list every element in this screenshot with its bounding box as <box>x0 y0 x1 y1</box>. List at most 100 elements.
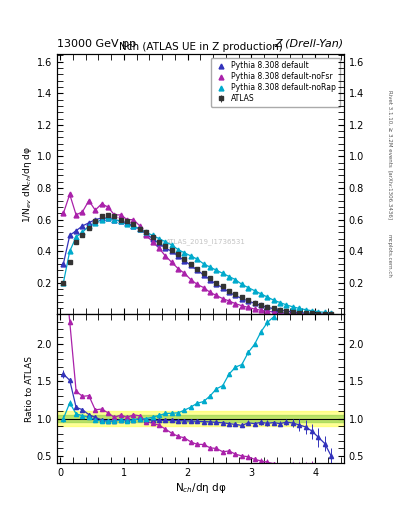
Pythia 8.308 default <box>163 245 168 251</box>
Pythia 8.308 default <box>93 217 97 223</box>
Text: ATLAS_2019_I1736531: ATLAS_2019_I1736531 <box>166 238 246 245</box>
Pythia 8.308 default-noFsr <box>106 204 110 210</box>
Pythia 8.308 default <box>329 311 334 317</box>
Pythia 8.308 default-noRap <box>99 217 104 223</box>
Pythia 8.308 default-noRap <box>150 232 155 239</box>
Pythia 8.308 default <box>310 311 314 317</box>
Pythia 8.308 default-noRap <box>246 285 251 291</box>
Pythia 8.308 default-noFsr <box>195 281 200 287</box>
Pythia 8.308 default <box>259 303 263 309</box>
Pythia 8.308 default-noFsr <box>86 198 91 204</box>
Pythia 8.308 default <box>150 236 155 242</box>
Pythia 8.308 default-noFsr <box>297 311 301 317</box>
Pythia 8.308 default <box>99 215 104 221</box>
X-axis label: N$_{ch}$/dη dφ: N$_{ch}$/dη dφ <box>174 481 226 495</box>
Pythia 8.308 default <box>169 248 174 254</box>
Pythia 8.308 default-noFsr <box>80 209 85 215</box>
Pythia 8.308 default-noFsr <box>176 266 180 272</box>
Pythia 8.308 default <box>208 276 212 283</box>
Line: Pythia 8.308 default: Pythia 8.308 default <box>61 216 334 317</box>
Pythia 8.308 default <box>214 281 219 287</box>
Pythia 8.308 default-noFsr <box>272 309 276 315</box>
Pythia 8.308 default-noFsr <box>93 207 97 213</box>
Pythia 8.308 default <box>290 309 295 315</box>
Pythia 8.308 default-noFsr <box>303 311 308 317</box>
Pythia 8.308 default-noFsr <box>131 217 136 223</box>
Line: Pythia 8.308 default-noFsr: Pythia 8.308 default-noFsr <box>61 192 334 317</box>
Pythia 8.308 default-noRap <box>329 310 334 316</box>
Pythia 8.308 default <box>316 311 321 317</box>
Pythia 8.308 default-noRap <box>125 221 129 227</box>
Pythia 8.308 default-noFsr <box>150 239 155 245</box>
Pythia 8.308 default-noRap <box>131 223 136 229</box>
Pythia 8.308 default <box>182 258 187 264</box>
Pythia 8.308 default-noFsr <box>259 307 263 313</box>
Pythia 8.308 default-noFsr <box>233 301 238 307</box>
Pythia 8.308 default-noRap <box>239 281 244 287</box>
Pythia 8.308 default-noFsr <box>329 311 334 317</box>
Pythia 8.308 default-noRap <box>157 236 162 242</box>
Pythia 8.308 default <box>239 295 244 302</box>
Pythia 8.308 default-noRap <box>316 309 321 315</box>
Title: Nch (ATLAS UE in Z production): Nch (ATLAS UE in Z production) <box>119 41 282 52</box>
Pythia 8.308 default <box>74 228 79 234</box>
Pythia 8.308 default <box>297 310 301 316</box>
Pythia 8.308 default-noRap <box>80 229 85 236</box>
Pythia 8.308 default-noRap <box>61 280 66 286</box>
Pythia 8.308 default-noRap <box>93 220 97 226</box>
Pythia 8.308 default <box>80 223 85 229</box>
Pythia 8.308 default-noRap <box>176 247 180 253</box>
Pythia 8.308 default-noRap <box>144 229 149 236</box>
Pythia 8.308 default-noRap <box>259 291 263 297</box>
Pythia 8.308 default <box>278 307 283 313</box>
Pythia 8.308 default-noFsr <box>138 223 142 229</box>
Pythia 8.308 default-noFsr <box>316 311 321 317</box>
Pythia 8.308 default-noRap <box>189 253 193 259</box>
Pythia 8.308 default-noFsr <box>112 212 117 218</box>
Pythia 8.308 default <box>227 289 231 295</box>
Pythia 8.308 default-noRap <box>278 300 283 306</box>
Pythia 8.308 default <box>157 240 162 246</box>
Pythia 8.308 default-noRap <box>118 218 123 224</box>
Pythia 8.308 default <box>195 267 200 273</box>
Pythia 8.308 default <box>86 220 91 226</box>
Text: mcplots.cern.ch: mcplots.cern.ch <box>387 234 392 278</box>
Pythia 8.308 default-noRap <box>252 288 257 294</box>
Pythia 8.308 default <box>265 304 270 310</box>
Pythia 8.308 default-noRap <box>310 308 314 314</box>
Pythia 8.308 default-noRap <box>284 302 289 308</box>
Pythia 8.308 default-noFsr <box>278 310 283 316</box>
Pythia 8.308 default-noFsr <box>208 289 212 295</box>
Pythia 8.308 default-noRap <box>322 309 327 315</box>
Text: Rivet 3.1.10, ≥ 3.2M events: Rivet 3.1.10, ≥ 3.2M events <box>387 90 392 166</box>
Pythia 8.308 default-noFsr <box>67 191 72 198</box>
Pythia 8.308 default <box>176 253 180 259</box>
Pythia 8.308 default <box>252 300 257 306</box>
Pythia 8.308 default-noFsr <box>284 310 289 316</box>
Pythia 8.308 default-noRap <box>290 304 295 310</box>
Pythia 8.308 default-noRap <box>195 256 200 262</box>
Pythia 8.308 default-noRap <box>74 234 79 240</box>
Pythia 8.308 default-noFsr <box>163 253 168 259</box>
Pythia 8.308 default <box>303 310 308 316</box>
Pythia 8.308 default <box>233 292 238 298</box>
Pythia 8.308 default-noFsr <box>214 292 219 298</box>
Pythia 8.308 default-noFsr <box>182 270 187 276</box>
Pythia 8.308 default-noFsr <box>220 295 225 302</box>
Pythia 8.308 default <box>125 220 129 226</box>
Pythia 8.308 default-noFsr <box>227 298 231 304</box>
Pythia 8.308 default-noFsr <box>157 245 162 251</box>
Pythia 8.308 default-noRap <box>227 273 231 280</box>
Pythia 8.308 default-noFsr <box>125 217 129 223</box>
Pythia 8.308 default-noFsr <box>118 212 123 218</box>
Pythia 8.308 default-noRap <box>67 248 72 254</box>
Pythia 8.308 default-noFsr <box>74 212 79 218</box>
Pythia 8.308 default <box>106 215 110 221</box>
Text: Z (Drell-Yan): Z (Drell-Yan) <box>275 38 344 49</box>
Pythia 8.308 default <box>201 272 206 278</box>
Pythia 8.308 default <box>118 218 123 224</box>
Pythia 8.308 default-noFsr <box>99 201 104 207</box>
Pythia 8.308 default-noRap <box>169 242 174 248</box>
Pythia 8.308 default-noRap <box>272 297 276 303</box>
Text: 13000 GeV pp: 13000 GeV pp <box>57 38 136 49</box>
